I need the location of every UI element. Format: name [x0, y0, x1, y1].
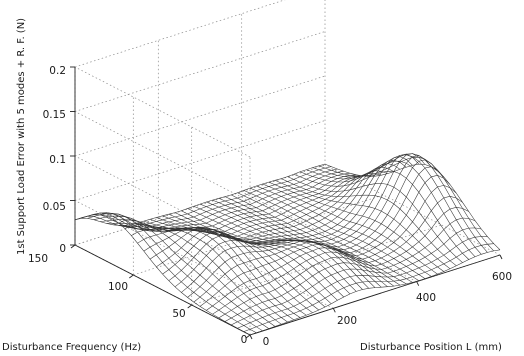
- mesh-column: [206, 201, 382, 288]
- y-axis-title: Disturbance Frequency (Hz): [2, 342, 141, 353]
- mesh-column: [149, 219, 326, 308]
- mesh-row: [99, 172, 351, 232]
- mesh-column: [231, 194, 407, 285]
- mesh-column: [187, 208, 363, 290]
- y-tick-label: 0: [241, 334, 248, 346]
- x-axis-line: [249, 254, 501, 336]
- mesh-column: [124, 225, 301, 318]
- x-tick-label: 600: [492, 271, 512, 283]
- grid-line: [74, 0, 286, 68]
- x-tick-mark: [249, 334, 253, 340]
- grid-line: [74, 200, 251, 291]
- y-tick-label: 100: [108, 281, 128, 293]
- y-axis-line: [74, 244, 251, 336]
- grid-line: [324, 164, 501, 256]
- mesh-row: [231, 227, 482, 326]
- z-tick-label: 0.1: [49, 154, 66, 166]
- y-tick-label: 50: [172, 308, 185, 320]
- mesh-column: [324, 163, 501, 250]
- mesh-column: [99, 219, 276, 327]
- mesh-column: [274, 180, 451, 269]
- x-tick-label: 400: [416, 292, 436, 304]
- z-axis-title: 1st Support Load Error with 5 modes + R.…: [16, 18, 27, 255]
- mesh-column: [156, 217, 332, 305]
- mesh-column: [237, 192, 413, 283]
- mesh-column: [112, 224, 288, 323]
- z-tick-label: 0.15: [43, 109, 66, 121]
- surface-mesh: [74, 153, 501, 336]
- mesh-row: [224, 217, 476, 322]
- x-tick-label: 0: [263, 336, 270, 348]
- mesh-column: [293, 170, 469, 260]
- z-tick-label: 0.2: [49, 65, 66, 77]
- mesh-column: [268, 181, 444, 272]
- grid-line: [74, 120, 326, 201]
- mesh-column: [118, 225, 294, 321]
- mesh-column: [137, 222, 313, 313]
- mesh-column: [249, 187, 426, 279]
- mesh-column: [106, 223, 282, 325]
- mesh-row: [237, 236, 488, 329]
- grid-line: [74, 66, 251, 158]
- y-tick-labels: 150 100 50 0: [28, 253, 247, 346]
- mesh-column: [193, 205, 369, 289]
- mesh-column: [168, 213, 344, 298]
- x-tick-mark: [416, 281, 420, 286]
- x-tick-mark: [499, 254, 503, 260]
- mesh-row: [187, 159, 438, 298]
- mesh-column: [87, 213, 263, 331]
- mesh-column: [262, 183, 438, 275]
- axes-box: [70, 66, 503, 340]
- y-tick-mark: [70, 244, 76, 249]
- y-tick-label: 150: [28, 253, 48, 265]
- grid-line: [241, 191, 417, 283]
- grid-line: [74, 31, 326, 112]
- mesh-column: [162, 215, 338, 301]
- mesh-column: [243, 190, 419, 281]
- mesh-column: [174, 212, 351, 295]
- mesh-column: [224, 196, 401, 286]
- y-tick-mark: [187, 304, 192, 309]
- mesh-column: [306, 154, 482, 255]
- mesh-column: [212, 199, 388, 287]
- mesh-column: [199, 203, 376, 288]
- mesh-column: [256, 185, 432, 277]
- mesh-row: [93, 170, 344, 231]
- z-tick-label: 0: [59, 243, 66, 255]
- x-tick-mark: [332, 308, 336, 313]
- mesh-column: [143, 220, 319, 311]
- mesh-row: [181, 155, 432, 293]
- mesh-column: [318, 156, 495, 252]
- x-tick-label: 200: [337, 315, 357, 327]
- z-tick-label: 0.05: [43, 201, 66, 213]
- mesh-column: [131, 224, 307, 316]
- mesh-column: [181, 210, 357, 292]
- x-tick-labels: 0 200 400 600: [263, 271, 512, 348]
- mesh-column: [281, 178, 457, 266]
- y-tick-mark: [245, 334, 251, 339]
- x-axis-title: Disturbance Position L (mm): [360, 342, 502, 353]
- grid: [74, 0, 501, 336]
- mesh-column: [218, 198, 394, 287]
- y-tick-mark: [129, 274, 134, 279]
- grid-line: [74, 111, 251, 202]
- grid-line: [158, 217, 334, 309]
- grid-line: [74, 75, 326, 157]
- grid-line: [74, 155, 251, 247]
- mesh-column: [312, 153, 488, 253]
- z-tick-labels: 0 0.05 0.1 0.15 0.2: [43, 65, 66, 255]
- mesh-column: [287, 176, 463, 263]
- mesh-column: [74, 214, 251, 336]
- mesh-column: [93, 215, 269, 329]
